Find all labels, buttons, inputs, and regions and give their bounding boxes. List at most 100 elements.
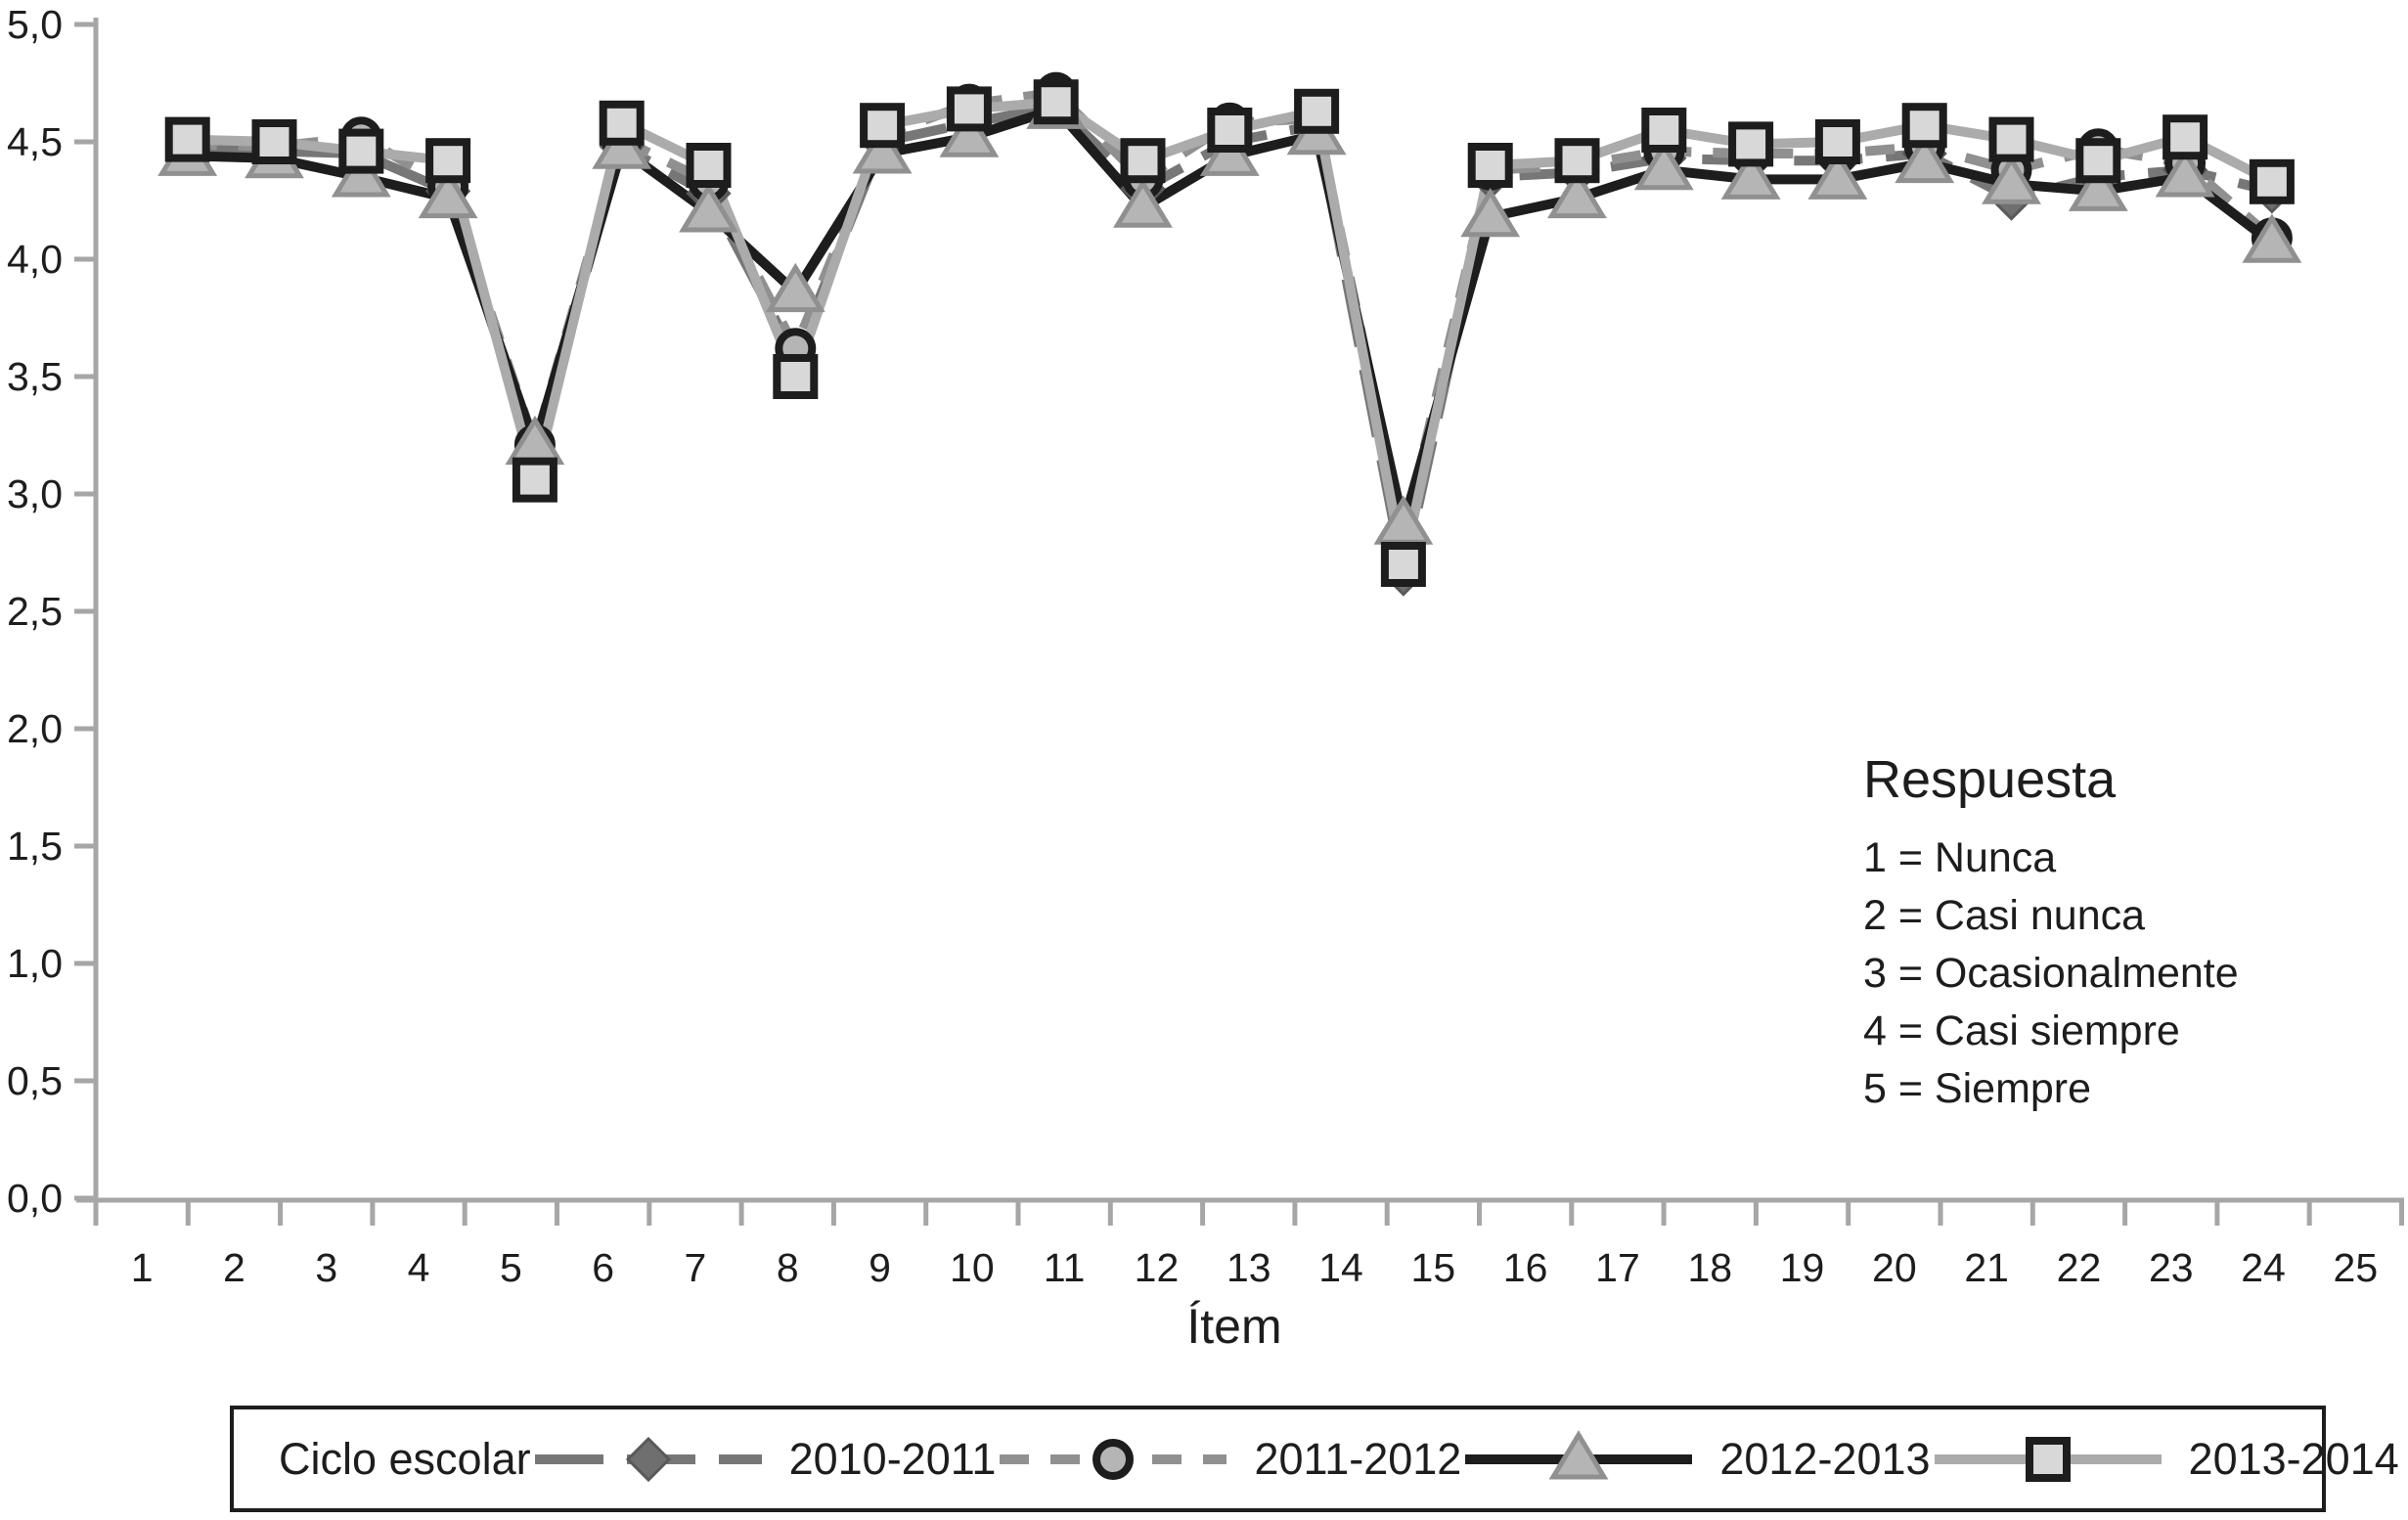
x-tick-label: 16 (1503, 1245, 1548, 1290)
annotation-lines: 1 = Nunca 2 = Casi nunca 3 = Ocasionalment… (1863, 829, 2239, 1118)
square-marker (251, 119, 297, 164)
x-tick-label: 2 (223, 1245, 245, 1290)
diamond-marker (625, 1436, 671, 1482)
x-tick-label: 14 (1318, 1245, 1363, 1290)
square-marker (1901, 103, 1947, 149)
x-tick-label: 13 (1226, 1245, 1271, 1290)
legend-item-2013-2014: 2013-2014 (1931, 1430, 2399, 1489)
axes: 0,00,51,01,52,02,53,03,54,04,55,01 2 3 4 5 6 7… (7, 2, 2404, 1290)
x-tick-label: 24 (2241, 1245, 2286, 1290)
square-marker (1467, 143, 1513, 188)
x-tick-label: 23 (2149, 1245, 2194, 1290)
square-marker (2249, 158, 2295, 204)
x-tick-label: 6 (592, 1245, 614, 1290)
triangle-marker (765, 262, 825, 313)
x-tick-label: 12 (1135, 1245, 1180, 1290)
triangle-marker (1460, 187, 1521, 238)
legend-swatch-diamond (534, 1436, 762, 1482)
x-tick-label: 1 (131, 1245, 154, 1290)
y-tick-label: 1,0 (7, 941, 63, 986)
triangle-marker (1720, 150, 1781, 200)
y-tick-label: 3,0 (7, 471, 63, 516)
x-tick-label: 22 (2057, 1245, 2102, 1290)
x-tick-label: 11 (1044, 1245, 1086, 1290)
square-marker (164, 116, 210, 162)
square-marker (1033, 79, 1079, 125)
annotation-line: 5 = Siempre (1863, 1065, 2092, 1112)
x-tick-label: 7 (685, 1245, 707, 1290)
square-marker (1554, 138, 1600, 184)
triangle-marker (1895, 133, 1955, 184)
legend-swatch-circle (1000, 1438, 1227, 1480)
x-tick-label: 5 (500, 1245, 522, 1290)
x-tick-label: 21 (1964, 1245, 2009, 1290)
square-marker (425, 138, 471, 184)
triangle-marker (2155, 148, 2215, 198)
square-marker (1988, 116, 2034, 162)
y-tick-label: 4,0 (7, 237, 63, 282)
annotation-title: Respuesta (1863, 750, 2117, 809)
legend-label: 2012-2013 (1719, 1433, 1931, 1484)
square-marker (2075, 138, 2121, 184)
triangle-marker (1548, 1429, 1609, 1479)
x-axis-title: Ítem (1186, 1299, 1282, 1354)
legend-item-2011-2012: 2011-2012 (996, 1430, 1461, 1489)
markers-2012-2013 (157, 79, 2302, 545)
markers-2013-2014 (164, 79, 2295, 587)
legend-swatch-square (1934, 1436, 2162, 1482)
square-marker (1641, 108, 1687, 153)
y-tick-label: 5,0 (7, 2, 63, 47)
square-marker (686, 143, 732, 188)
annotation-line: 1 = Nunca (1863, 834, 2057, 881)
triangle-marker (1547, 168, 1607, 219)
annotation-line: 3 = Ocasionalmente (1863, 950, 2239, 997)
triangle-marker (679, 183, 738, 233)
square-marker (599, 100, 645, 146)
y-tick-label: 0,0 (7, 1176, 63, 1221)
y-tick-label: 2,0 (7, 706, 63, 751)
x-tick-label: 19 (1780, 1245, 1825, 1290)
square-marker (338, 128, 384, 174)
triangle-marker (1633, 140, 1694, 191)
triangle-marker (1113, 178, 1173, 228)
square-marker (1814, 119, 1860, 164)
x-tick-label: 20 (1872, 1245, 1917, 1290)
x-tick-label: 17 (1595, 1245, 1640, 1290)
x-tick-label: 4 (408, 1245, 430, 1290)
square-marker (2163, 114, 2208, 160)
square-marker (1120, 138, 1166, 184)
legend-title: Ciclo escolar (279, 1433, 531, 1484)
square-marker (512, 457, 557, 503)
y-tick-label: 1,5 (7, 824, 63, 869)
chart-legend: Ciclo escolar 2010-2011 2011-2012 2012-201… (230, 1406, 2399, 1512)
y-tick-label: 2,5 (7, 589, 63, 634)
y-tick-label: 0,5 (7, 1058, 63, 1103)
legend-swatch-triangle (1465, 1429, 1693, 1479)
legend-label: 2011-2012 (1254, 1433, 1462, 1484)
x-tick-label: 8 (777, 1245, 799, 1290)
y-tick-label: 3,5 (7, 354, 63, 399)
x-tick-label: 25 (2334, 1245, 2379, 1290)
square-marker (773, 354, 819, 399)
square-marker (860, 103, 906, 149)
legend-label: 2013-2014 (2188, 1433, 2399, 1484)
triangle-marker (418, 168, 478, 219)
square-marker (1207, 108, 1253, 153)
annotation-line: 4 = Casi siempre (1863, 1007, 2180, 1054)
legend-label: 2010-2011 (788, 1433, 997, 1484)
triangle-marker (1807, 150, 1868, 200)
legend-item-2012-2013: 2012-2013 (1461, 1429, 1931, 1489)
square-marker (1294, 88, 1340, 134)
square-marker (1728, 121, 1774, 167)
triangle-marker (1982, 155, 2041, 204)
square-marker (1380, 542, 1426, 587)
triangle-marker (852, 124, 913, 174)
circle-marker (1093, 1438, 1135, 1480)
x-tick-label: 9 (869, 1245, 891, 1290)
triangle-marker (2068, 161, 2128, 211)
response-scale-annotation: Respuesta 1 = Nunca 2 = Casi nunca 3 = Oca… (1863, 749, 2239, 1118)
x-tick-label: 18 (1687, 1245, 1732, 1290)
legend-item-2010-2011: 2010-2011 (531, 1430, 997, 1489)
